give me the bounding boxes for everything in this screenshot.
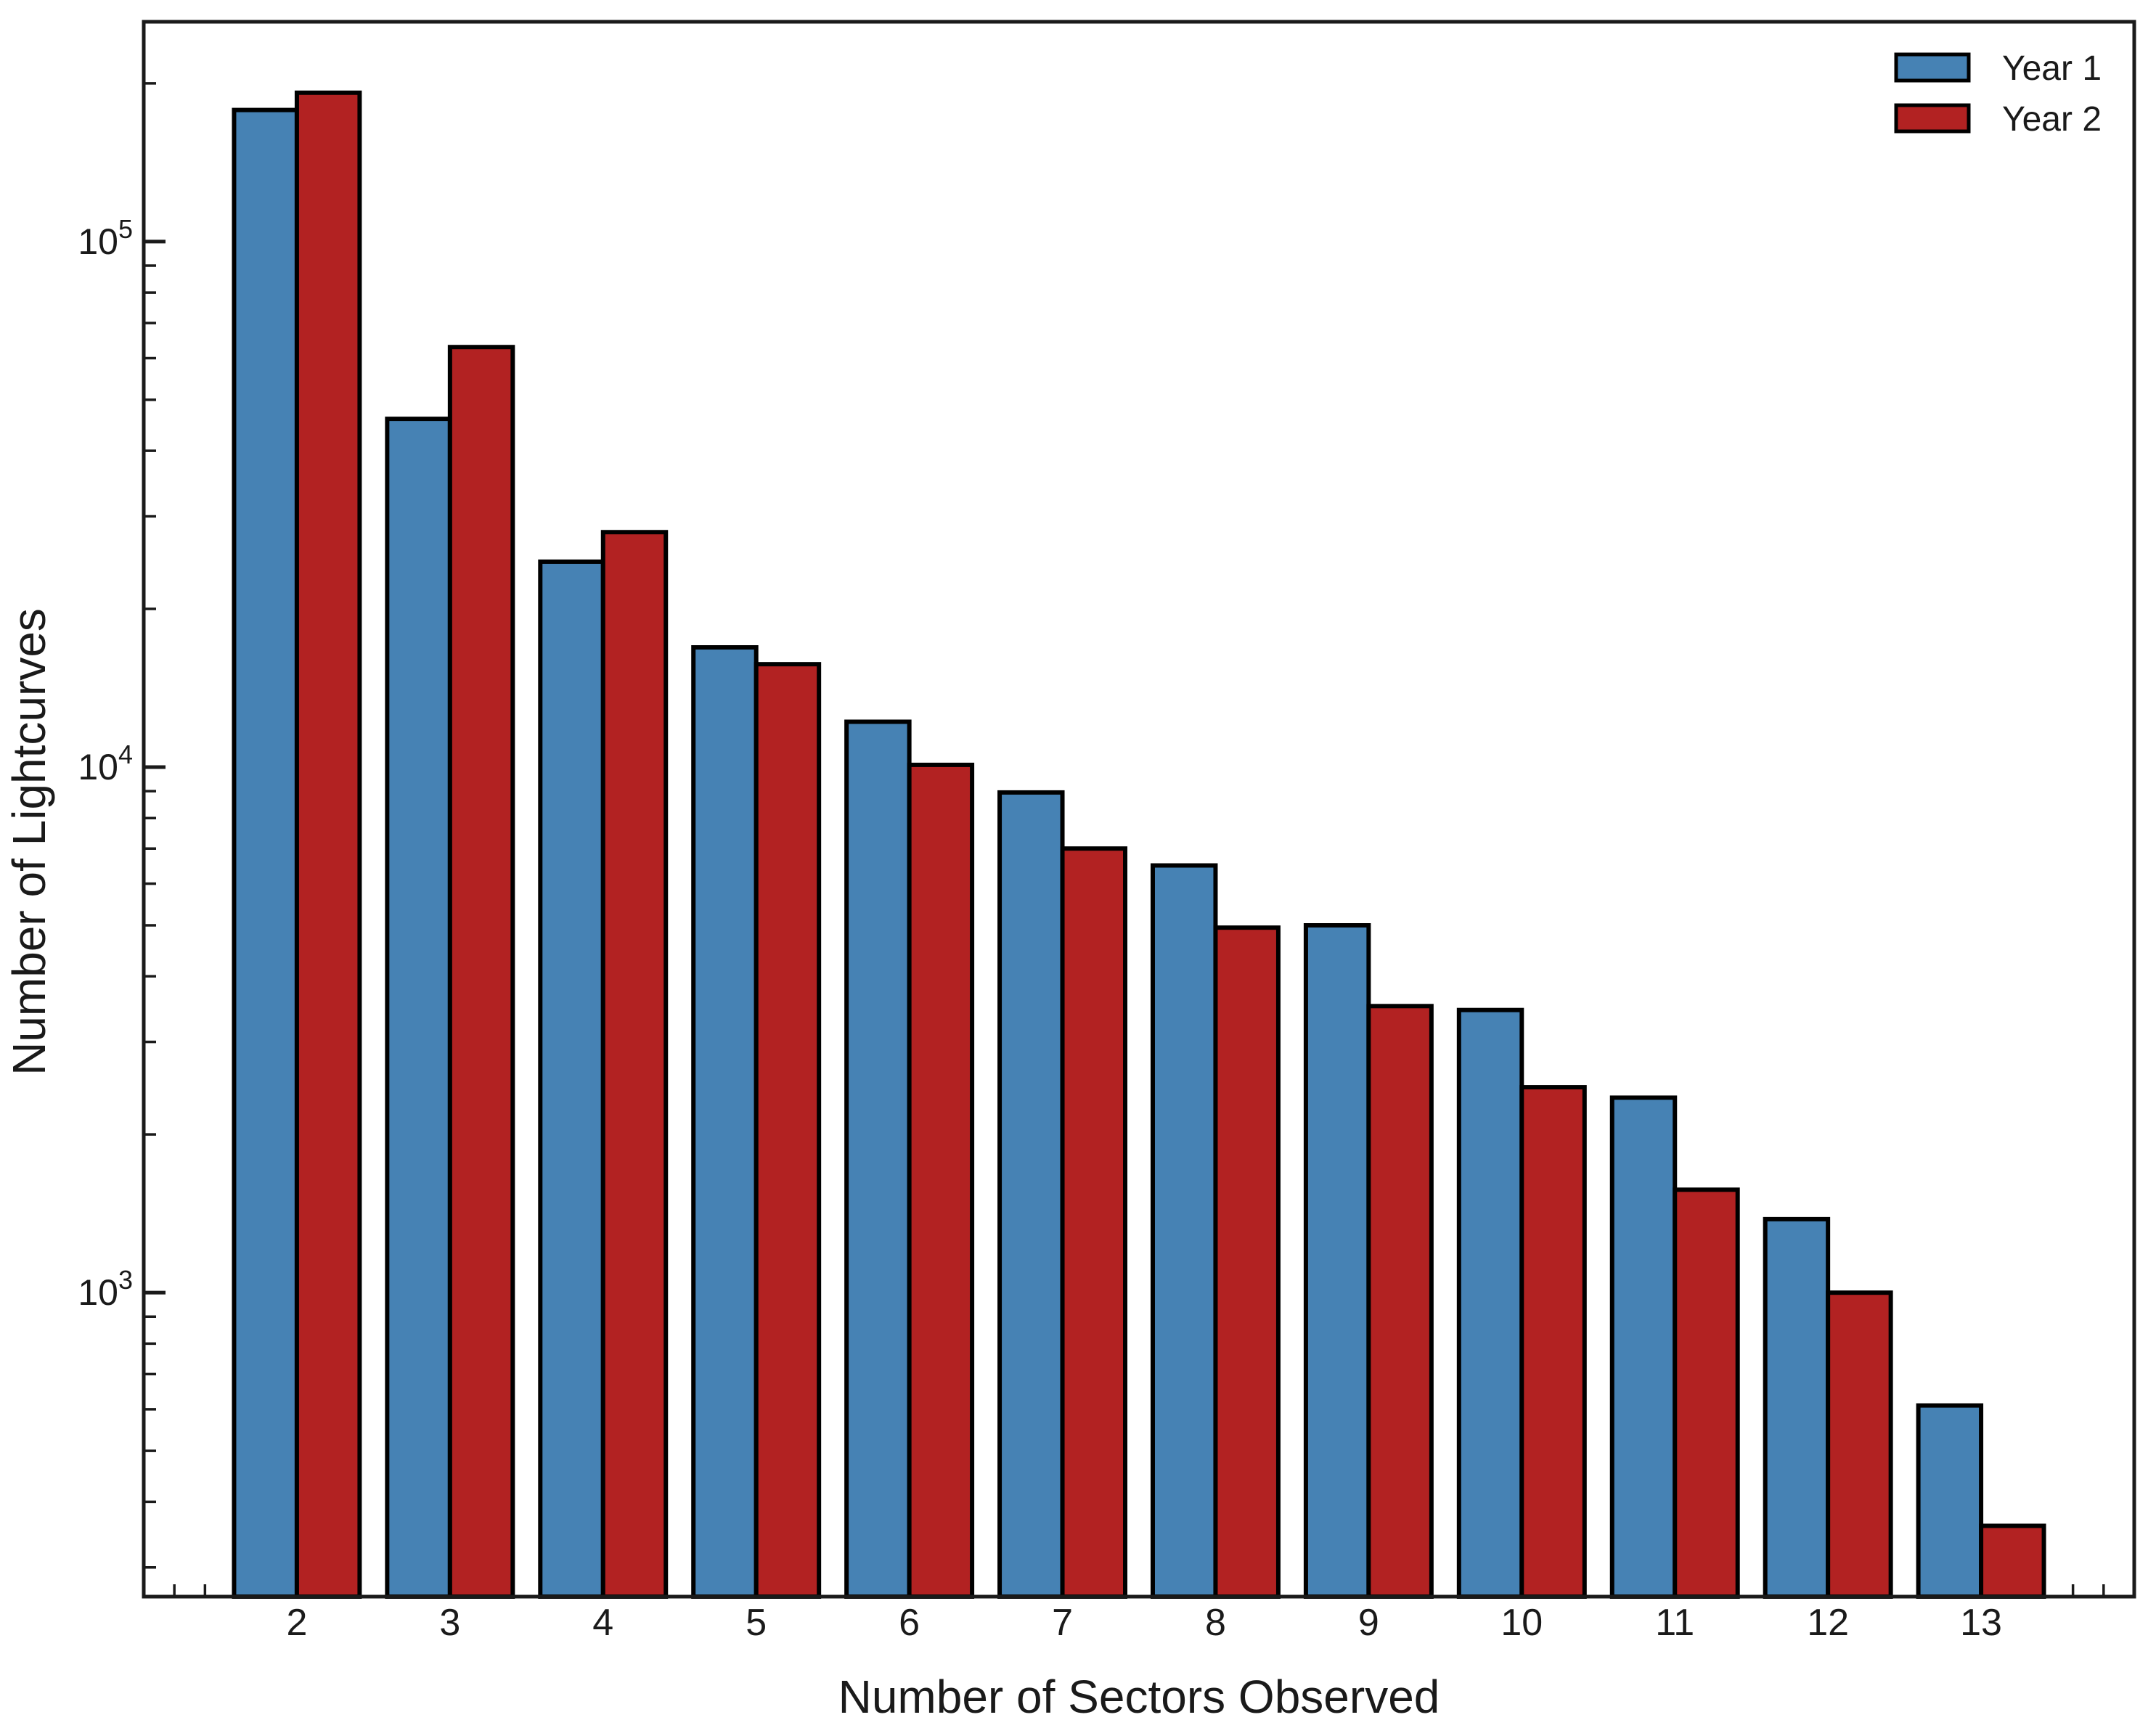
bar-year2-sector-10 [1519, 1085, 1587, 1600]
x-tick-label-6: 6 [899, 1602, 920, 1644]
bar-year1-sector-13 [1916, 1403, 1984, 1600]
bar-year1-sector-4 [538, 559, 605, 1600]
x-tick-label-13: 13 [1960, 1602, 2002, 1644]
x-tick-label-10: 10 [1500, 1602, 1543, 1644]
bar-year1-sector-8 [1150, 863, 1218, 1599]
bar-year1-sector-5 [691, 645, 759, 1599]
x-tick-label-9: 9 [1358, 1602, 1379, 1644]
legend-label-year2: Year 2 [2002, 100, 2102, 139]
bar-year1-sector-7 [997, 790, 1065, 1599]
bar-year2-sector-6 [907, 762, 975, 1599]
x-tick-label-2: 2 [286, 1602, 307, 1644]
x-tick-label-4: 4 [592, 1602, 613, 1644]
x-tick-label-8: 8 [1205, 1602, 1226, 1644]
y-axis-title: Number of Lightcurves [3, 608, 55, 1076]
bar-year1-sector-6 [844, 719, 912, 1599]
y-tick-label: 105 [78, 214, 133, 262]
x-tick-label-12: 12 [1807, 1602, 1849, 1644]
legend-swatch-year2 [1894, 103, 1971, 134]
y-tick-labels: 103 104 105 [78, 214, 133, 1313]
bar-year1-sector-10 [1456, 1007, 1524, 1599]
x-tick-labels: 2 3 4 5 6 7 8 9 10 11 12 13 [286, 1602, 2002, 1644]
bar-year2-sector-7 [1060, 846, 1128, 1599]
bar-year2-sector-13 [1979, 1523, 2046, 1600]
y-tick-label: 103 [78, 1265, 133, 1313]
bar-year2-sector-3 [447, 345, 515, 1599]
legend: Year 1 Year 2 [1894, 49, 2102, 139]
bar-year2-sector-2 [294, 90, 362, 1600]
x-tick-label-3: 3 [439, 1602, 460, 1644]
bar-year1-sector-12 [1763, 1216, 1831, 1599]
bar-year2-sector-11 [1673, 1187, 1740, 1599]
bar-year1-sector-2 [232, 107, 299, 1600]
x-tick-label-7: 7 [1052, 1602, 1073, 1644]
bar-year2-sector-8 [1213, 925, 1281, 1599]
bar-year2-sector-4 [600, 530, 669, 1599]
bar-year1-sector-11 [1609, 1095, 1678, 1600]
legend-swatch-year1 [1894, 52, 1971, 83]
bar-year2-sector-9 [1366, 1004, 1434, 1599]
y-tick-label: 104 [78, 740, 133, 787]
bar-year1-sector-9 [1303, 923, 1371, 1599]
bar-year2-sector-12 [1826, 1290, 1893, 1600]
x-tick-label-11: 11 [1655, 1602, 1694, 1644]
x-axis-title: Number of Sectors Observed [838, 1671, 1440, 1720]
bar-year1-sector-3 [385, 417, 452, 1599]
plot-frame [142, 20, 2136, 1599]
bar-year2-sector-5 [754, 662, 822, 1599]
bars [232, 90, 2046, 1600]
legend-label-year1: Year 1 [2002, 49, 2102, 88]
x-tick-label-5: 5 [746, 1602, 767, 1644]
